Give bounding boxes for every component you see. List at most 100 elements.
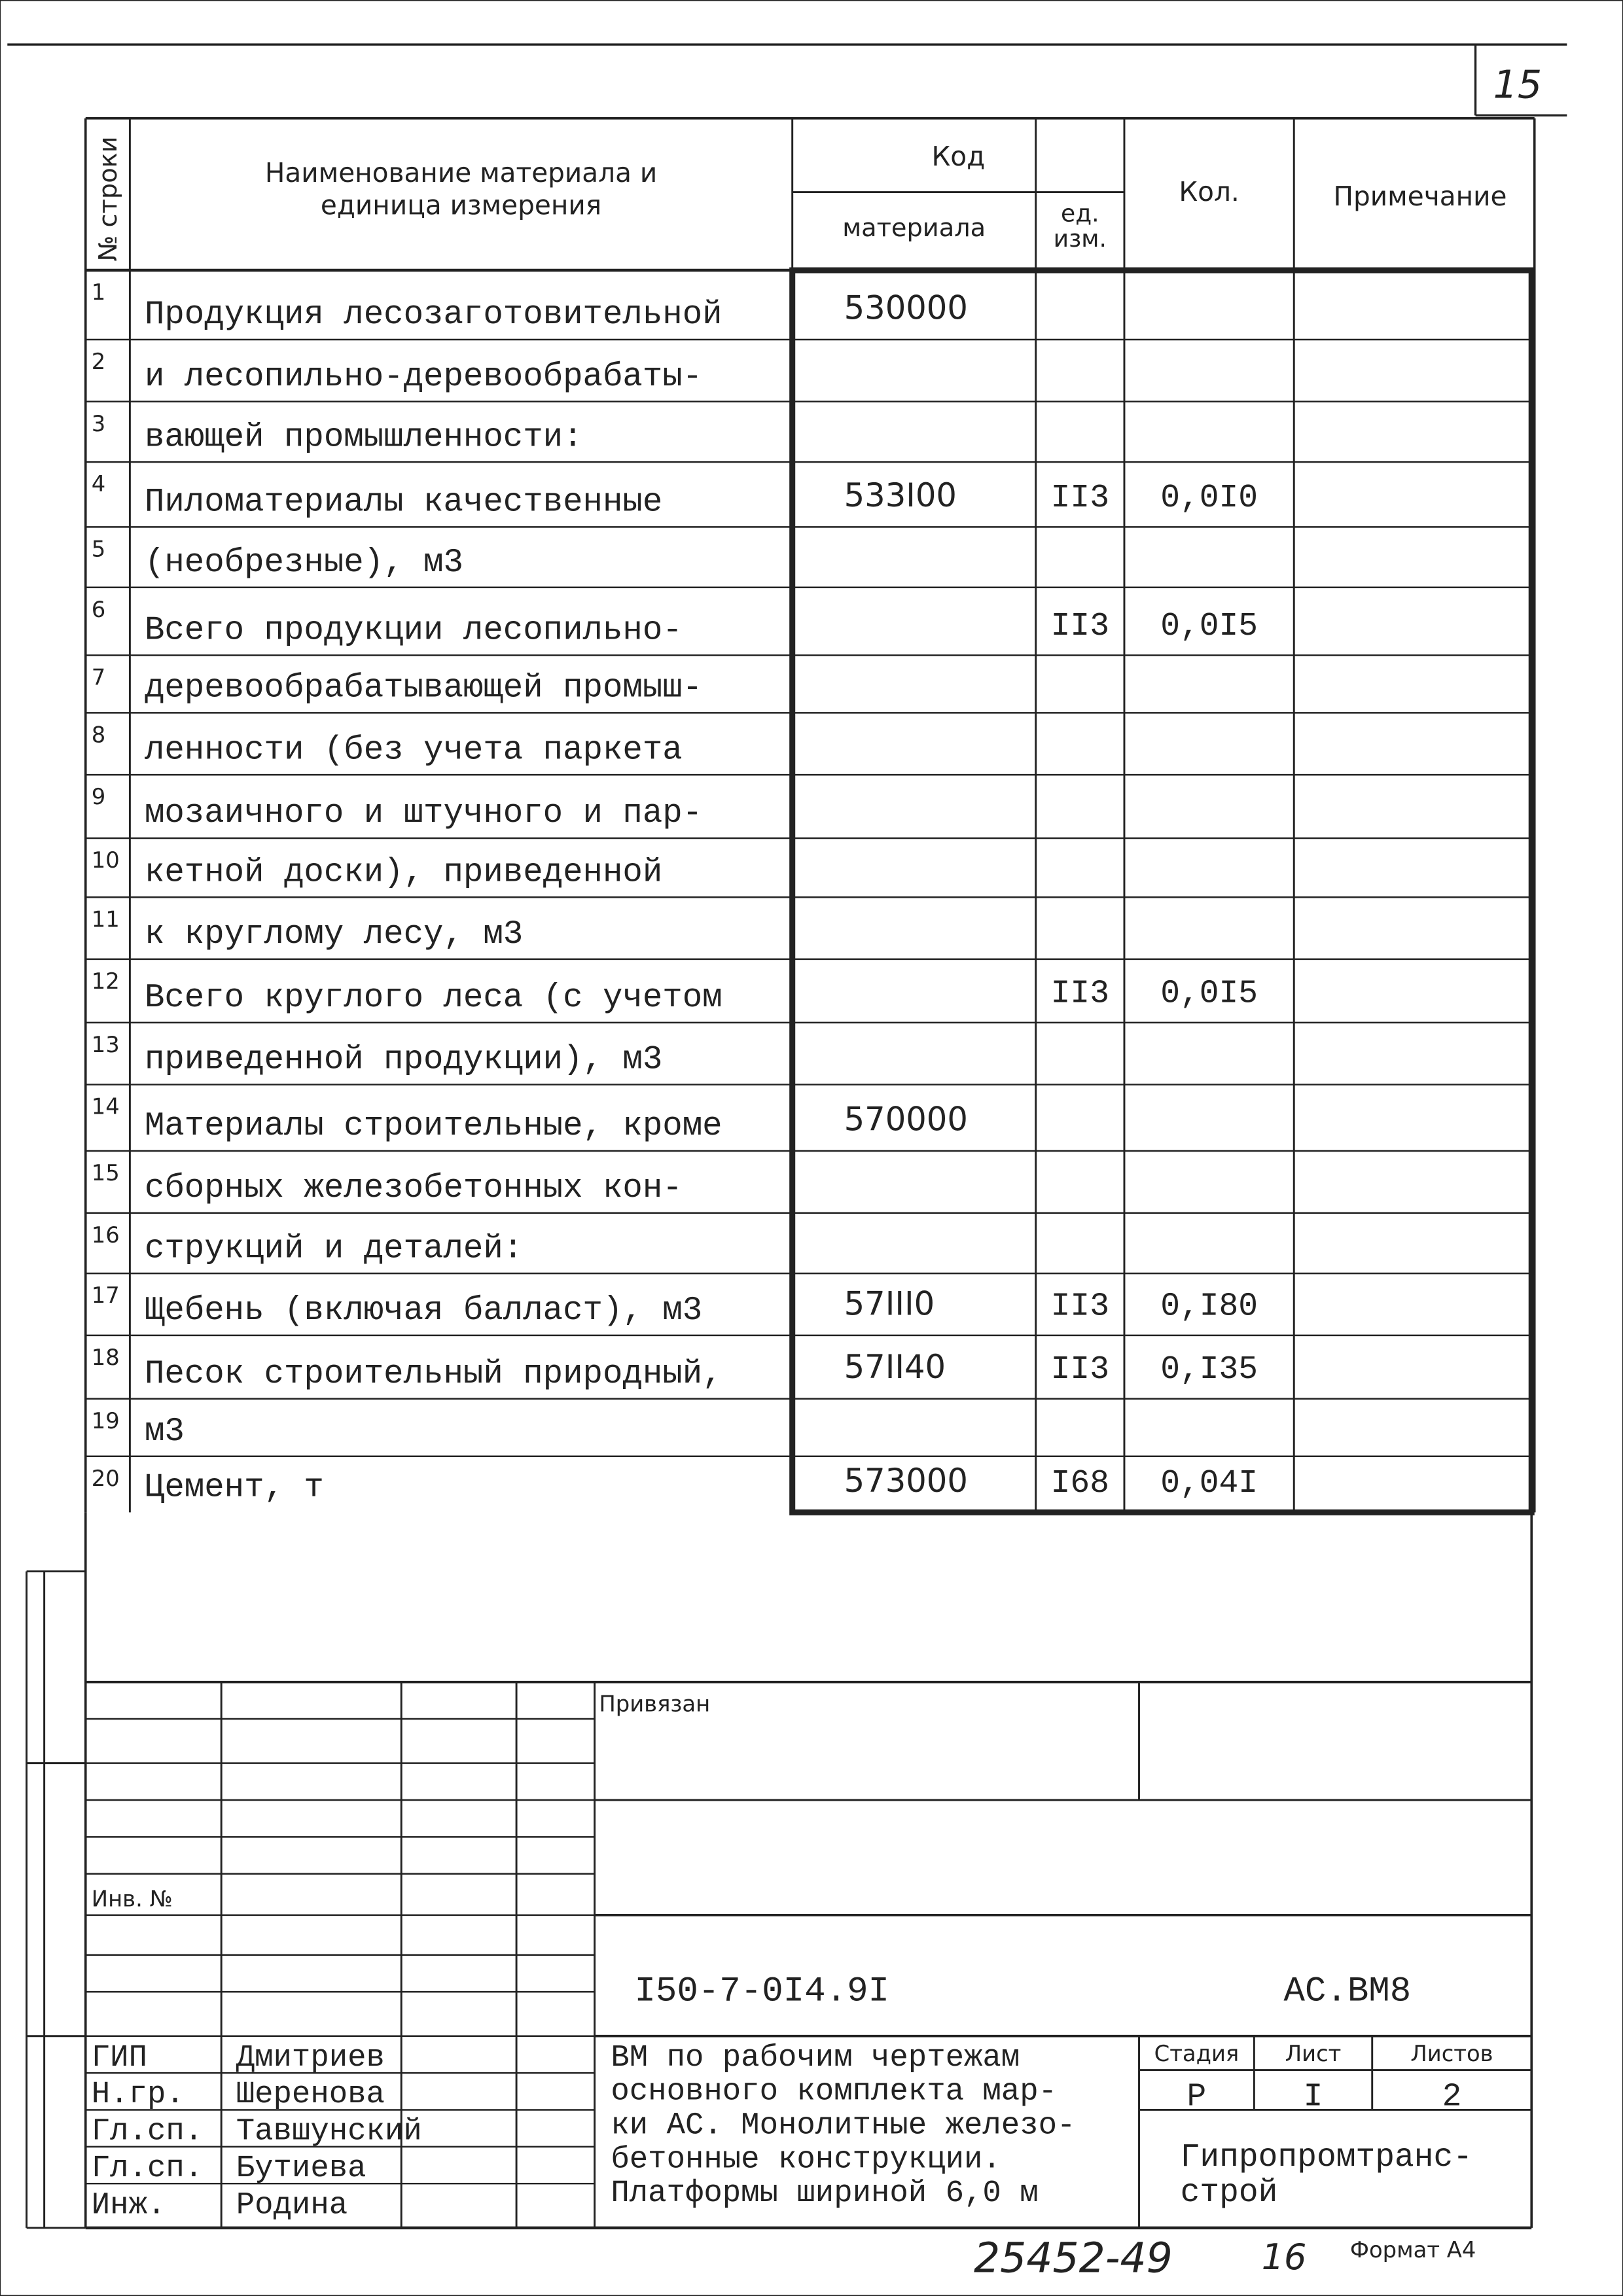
material-name: Песок строительный природный,	[145, 1356, 722, 1393]
unit-code: II3	[1051, 608, 1109, 645]
header-row-no: № строки	[94, 136, 123, 261]
header-note: Примечание	[1334, 181, 1507, 212]
unit-code: II3	[1051, 1351, 1109, 1388]
inventory-label: Инв. №	[92, 1886, 173, 1911]
header-code: Код	[931, 141, 985, 172]
quantity: 0,0I5	[1160, 975, 1258, 1012]
unit-code: II3	[1051, 480, 1109, 516]
signature-role: Гл.сп.	[92, 2151, 203, 2186]
row-number: 5	[92, 536, 106, 561]
material-code: 570000	[844, 1100, 968, 1138]
material-name: Материалы строительные, кроме	[145, 1108, 722, 1145]
row-number: 3	[92, 411, 106, 436]
row-number: 18	[92, 1345, 120, 1370]
material-name: Всего круглого леса (с учетом	[145, 980, 722, 1017]
material-name: Всего продукции лесопильно-	[145, 612, 683, 650]
material-code: 530000	[844, 289, 968, 327]
material-name: кетной доски), приведенной	[145, 854, 662, 891]
material-name: Цемент, т	[145, 1470, 324, 1507]
row-number: 10	[92, 847, 120, 873]
description-line: Платформы шириной 6,0 м	[611, 2176, 1038, 2211]
signature-name: Бутиева	[236, 2151, 366, 2186]
row-number: 13	[92, 1032, 120, 1057]
header-code-unit: ед. изм.	[1054, 200, 1107, 253]
stage-header: Лист	[1285, 2041, 1342, 2066]
signature-role: Н.гр.	[92, 2077, 185, 2112]
signature-name: Тавшунский	[236, 2115, 422, 2149]
quantity: 0,04I	[1160, 1465, 1258, 1502]
row-number: 17	[92, 1282, 120, 1308]
description-line: ки АС. Монолитные железо-	[611, 2109, 1075, 2144]
material-code: 57III0	[844, 1284, 935, 1322]
row-number: 4	[92, 471, 106, 497]
stage-header: Листов	[1410, 2041, 1493, 2066]
material-code: 533I00	[844, 476, 957, 514]
row-number: 12	[92, 968, 120, 994]
unit-code: II3	[1051, 1288, 1109, 1324]
material-name: деревообрабатывающей промыш-	[145, 670, 702, 707]
stage-value: I	[1304, 2079, 1323, 2115]
archive-number: 25452-49	[974, 2233, 1173, 2282]
row-number: 19	[92, 1408, 120, 1434]
signature-name: Шеренова	[236, 2077, 385, 2112]
description-line: основного комплекта мар-	[611, 2075, 1057, 2110]
quantity: 0,0I0	[1160, 480, 1258, 516]
attached-label: Привязан	[599, 1691, 710, 1717]
signature-role: Инж.	[92, 2188, 166, 2223]
material-code: 573000	[844, 1462, 968, 1500]
stage-value: Р	[1187, 2079, 1207, 2115]
quantity: 0,I80	[1160, 1288, 1258, 1324]
header-name: Наименование материала и единица измерени…	[265, 157, 657, 221]
row-number: 16	[92, 1222, 120, 1248]
signature-role: ГИП	[92, 2041, 147, 2075]
material-name: Продукция лесозаготовительной	[145, 296, 722, 334]
material-name: ленности (без учета паркета	[145, 732, 683, 769]
header-qty: Кол.	[1179, 176, 1239, 207]
material-name: вающей промышленности:	[145, 419, 583, 456]
header-name-line: единица измерения	[321, 189, 601, 221]
material-name: сборных железобетонных кон-	[145, 1170, 683, 1207]
material-name: к круглому лесу, м3	[145, 916, 523, 953]
header-name-line: Наименование материала и	[265, 157, 657, 188]
document-mark: АС.ВМ8	[1283, 1972, 1411, 2012]
row-number: 14	[92, 1094, 120, 1120]
organization-line: строй	[1181, 2174, 1278, 2211]
material-name: струкций и деталей:	[145, 1230, 523, 1267]
row-number: 2	[92, 349, 106, 374]
row-number: 6	[92, 597, 106, 622]
quantity: 0,I35	[1160, 1351, 1258, 1388]
material-name: (необрезные), м3	[145, 544, 463, 582]
material-name: приведенной продукции), м3	[145, 1042, 662, 1079]
row-number: 20	[92, 1466, 120, 1491]
document-code: I50-7-0I4.9I	[634, 1972, 889, 2012]
header-code-material: материала	[842, 213, 986, 243]
row-number: 7	[92, 665, 106, 690]
material-name: и лесопильно-деревообрабаты-	[145, 359, 702, 396]
row-number: 15	[92, 1160, 120, 1186]
unit-code: II3	[1051, 975, 1109, 1012]
format-label: Формат А4	[1350, 2237, 1476, 2263]
unit-code: I68	[1051, 1465, 1109, 1502]
quantity: 0,0I5	[1160, 608, 1258, 645]
stage-value: 2	[1442, 2079, 1462, 2115]
material-name: м3	[145, 1413, 185, 1451]
material-code: 57II40	[844, 1348, 946, 1386]
description-line: ВМ по рабочим чертежам	[611, 2041, 1020, 2075]
organization-line: Гипропромтранс-	[1181, 2139, 1472, 2176]
stage-header: Стадия	[1154, 2041, 1240, 2066]
row-number: 9	[92, 784, 106, 809]
material-name: Пиломатериалы качественные	[145, 484, 662, 521]
signature-name: Дмитриев	[236, 2041, 385, 2075]
description-line: бетонные конструкции.	[611, 2142, 1001, 2177]
thick-frame	[789, 267, 1535, 1515]
sheet-number: 16	[1262, 2236, 1307, 2278]
header-code-unit-line: ед.	[1061, 200, 1099, 228]
material-name: мозаичного и штучного и пар-	[145, 795, 702, 832]
page-number: 15	[1493, 62, 1543, 107]
signature-name: Родина	[236, 2188, 348, 2223]
row-number: 11	[92, 906, 120, 932]
